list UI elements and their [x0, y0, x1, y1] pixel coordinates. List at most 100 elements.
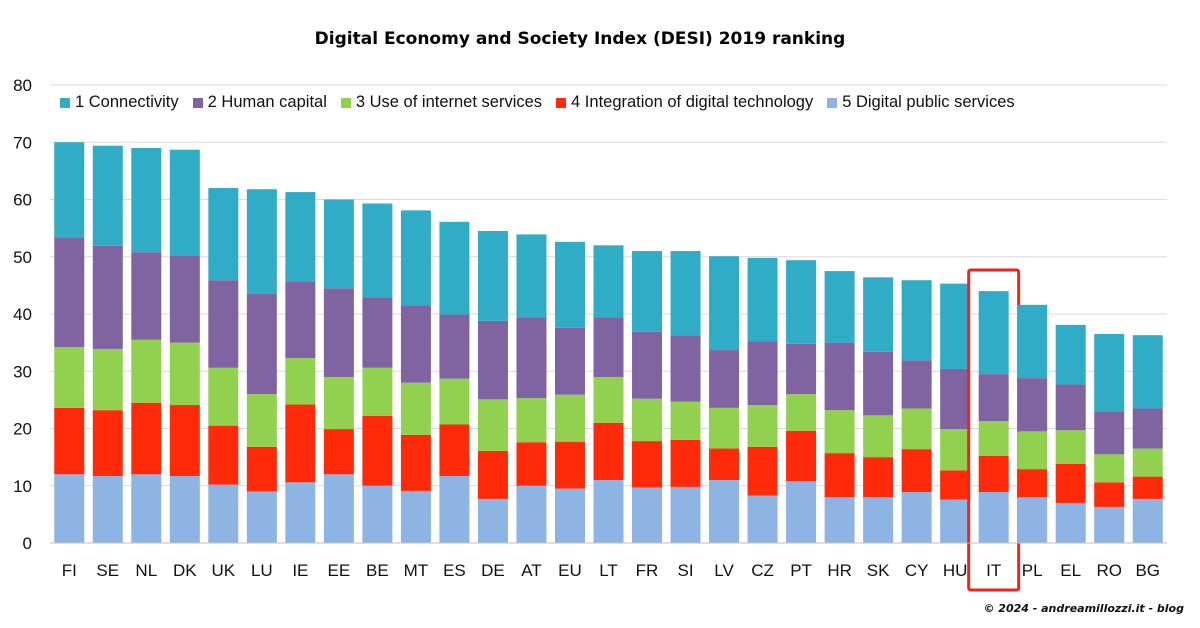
bar-LT-series-3 — [593, 376, 624, 423]
bar-HR-series-5 — [824, 271, 855, 343]
bar-EL-series-5 — [1055, 324, 1086, 385]
bar-SI-series-1 — [670, 486, 701, 543]
bar-FR-series-4 — [632, 331, 663, 399]
legend-swatch-2 — [192, 97, 203, 108]
bar-DE-series-2 — [477, 450, 508, 499]
x-tick-label-UK: UK — [212, 561, 236, 580]
x-tick-label-FI: FI — [62, 561, 77, 580]
legend-swatch-1 — [60, 97, 70, 108]
bar-LU-series-1 — [246, 491, 277, 543]
legend-label-2: 2 Human capital — [207, 93, 327, 111]
bar-CZ-series-1 — [747, 495, 778, 543]
bar-HR-series-2 — [824, 453, 855, 498]
bar-DE-series-3 — [477, 399, 508, 451]
y-tick-label-0: 0 — [23, 534, 32, 553]
bar-PT-series-3 — [786, 394, 817, 431]
bar-FI-series-3 — [54, 347, 85, 408]
bar-NL-series-2 — [131, 402, 162, 475]
bar-FR-series-1 — [632, 487, 663, 543]
bar-BE-series-5 — [362, 203, 393, 298]
x-tick-label-SE: SE — [96, 561, 119, 580]
x-tick-label-BG: BG — [1135, 561, 1160, 580]
bar-PL-series-3 — [1017, 431, 1048, 470]
bar-DK-series-4 — [169, 255, 200, 343]
bar-SE-series-4 — [92, 245, 123, 349]
bar-RO-series-5 — [1094, 334, 1125, 412]
x-tick-label-PT: PT — [790, 561, 812, 580]
bar-BE-series-1 — [362, 485, 393, 543]
bar-DK-series-5 — [169, 149, 200, 256]
bar-EL-series-2 — [1055, 463, 1086, 503]
bar-IT-series-1 — [978, 492, 1009, 543]
x-tick-label-CZ: CZ — [751, 561, 774, 580]
bar-SK-series-4 — [863, 351, 894, 416]
x-tick-label-SK: SK — [867, 561, 890, 580]
bar-LV-series-1 — [709, 480, 740, 543]
bar-CY-series-4 — [901, 360, 932, 409]
x-tick-label-IT: IT — [986, 561, 1001, 580]
bar-LV-series-5 — [709, 256, 740, 351]
bar-CY-series-2 — [901, 449, 932, 493]
bar-AT-series-3 — [516, 398, 547, 443]
x-tick-label-EU: EU — [558, 561, 582, 580]
bar-LV-series-3 — [709, 407, 740, 449]
x-tick-label-LT: LT — [599, 561, 618, 580]
bar-NL-series-4 — [131, 252, 162, 340]
bar-RO-series-1 — [1094, 506, 1125, 543]
legend-item-1: 1 Connectivity — [60, 93, 179, 112]
y-tick-label-40: 40 — [13, 305, 32, 324]
bar-RO-series-4 — [1094, 411, 1125, 455]
x-tick-label-CY: CY — [905, 561, 929, 580]
bar-EU-series-1 — [554, 488, 585, 543]
legend-swatch-5 — [827, 97, 838, 108]
bar-HU-series-4 — [940, 368, 971, 430]
x-tick-label-HU: HU — [943, 561, 968, 580]
bar-UK-series-5 — [208, 188, 239, 281]
bar-BG-series-4 — [1132, 408, 1163, 449]
x-tick-label-RO: RO — [1096, 561, 1122, 580]
bar-IE-series-4 — [285, 281, 316, 359]
bar-EL-series-1 — [1055, 502, 1086, 543]
bar-RO-series-3 — [1094, 454, 1125, 483]
bar-EE-series-1 — [323, 474, 354, 543]
bar-HR-series-1 — [824, 497, 855, 543]
bar-ES-series-5 — [439, 221, 470, 315]
bar-PL-series-5 — [1017, 304, 1048, 379]
bar-SE-series-5 — [92, 145, 123, 246]
bar-PL-series-1 — [1017, 497, 1048, 543]
bar-ES-series-1 — [439, 476, 470, 543]
bar-BG-series-1 — [1132, 498, 1163, 543]
bar-CZ-series-3 — [747, 405, 778, 447]
y-tick-label-20: 20 — [13, 420, 32, 439]
bar-LT-series-1 — [593, 480, 624, 543]
bar-EU-series-3 — [554, 394, 585, 442]
bar-SE-series-3 — [92, 348, 123, 411]
bar-IT-series-5 — [978, 291, 1009, 375]
bar-NL-series-5 — [131, 147, 162, 253]
bar-PT-series-2 — [786, 430, 817, 482]
legend-label-4: 4 Integration of digital technology — [571, 93, 814, 111]
x-tick-label-MT: MT — [404, 561, 429, 580]
y-tick-label-30: 30 — [13, 362, 32, 381]
bar-PL-series-2 — [1017, 469, 1048, 498]
legend-item-3: 3 Use of internet services — [340, 93, 543, 112]
bar-FI-series-1 — [54, 474, 85, 543]
bar-ES-series-2 — [439, 424, 470, 477]
bar-IE-series-3 — [285, 358, 316, 405]
x-tick-label-DK: DK — [173, 561, 197, 580]
bar-DE-series-1 — [477, 498, 508, 543]
bar-EL-series-3 — [1055, 430, 1086, 464]
bar-SI-series-3 — [670, 401, 701, 440]
bar-SK-series-1 — [863, 497, 894, 543]
bar-NL-series-1 — [131, 474, 162, 543]
bar-FI-series-2 — [54, 407, 85, 475]
bar-PL-series-4 — [1017, 378, 1048, 432]
x-tick-label-PL: PL — [1022, 561, 1043, 580]
bar-MT-series-4 — [400, 305, 431, 383]
bar-NL-series-3 — [131, 339, 162, 403]
copyright-credit: © 2024 - andreamillozzi.it - blog — [983, 602, 1184, 615]
bar-LV-series-2 — [709, 448, 740, 481]
bar-BE-series-4 — [362, 297, 393, 368]
legend-label-3: 3 Use of internet services — [355, 93, 543, 111]
